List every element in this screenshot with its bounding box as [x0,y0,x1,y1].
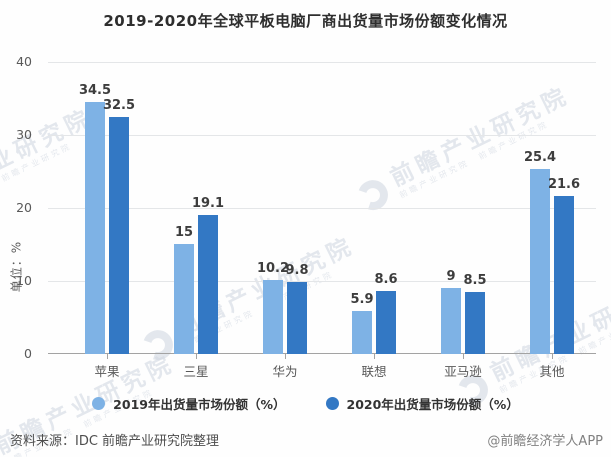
bar-三星-2020 [198,215,218,354]
bar-亚马逊-2020 [465,292,485,354]
legend-item: 2019年出货量市场份额（%） [92,394,286,413]
y-tick-label: 40 [16,54,32,69]
x-tick [196,354,197,359]
value-label: 9 [446,269,456,284]
chart-canvas: 单位：% 0 10 20 30 40 苹果 34.5 32.5 三星 15 19.1 华为 10.2 9… [0,54,611,379]
legend: 2019年出货量市场份额（%） 2020年出货量市场份额（%） [0,394,611,413]
bar-三星-2019 [174,244,194,354]
gridline [48,135,596,136]
x-tick [285,354,286,359]
value-label: 34.5 [78,83,112,98]
gridline [48,62,596,63]
plot-area: 苹果 34.5 32.5 三星 15 19.1 华为 10.2 9.8 联想 5.9 8.6 亚马逊 9 8… [48,62,596,379]
gridline [48,281,596,282]
legend-dot [92,397,106,410]
bar-联想-2020 [376,291,396,354]
bar-华为-2020 [287,282,307,354]
gridline [48,208,596,209]
x-tick [107,354,108,359]
x-category-label: 华为 [272,364,298,379]
bar-亚马逊-2019 [441,288,461,354]
bar-其他-2019 [530,169,550,354]
x-tick [374,354,375,359]
bar-联想-2019 [352,311,372,354]
value-label: 8.5 [463,273,487,288]
legend-label: 2019年出货量市场份额（%） [113,397,286,412]
y-tick-label: 20 [16,200,32,215]
legend-label: 2020年出货量市场份额（%） [346,397,519,412]
y-tick-label: 10 [16,273,32,288]
x-category-label: 联想 [361,364,387,379]
credit-note: @前瞻经济学人APP [487,434,603,449]
value-label: 25.4 [523,150,557,165]
bar-其他-2020 [554,196,574,354]
value-label: 32.5 [102,98,136,113]
x-category-label: 亚马逊 [444,364,482,379]
value-label: 19.1 [191,196,225,211]
y-axis-title: 单位：% [9,240,24,293]
value-label: 21.6 [547,177,581,192]
x-category-label: 三星 [183,364,209,379]
value-label: 15 [174,225,194,240]
x-tick [463,354,464,359]
chart-title: 2019-2020年全球平板电脑厂商出货量市场份额变化情况 [103,12,508,30]
bar-华为-2019 [263,280,283,354]
x-axis-line [48,353,596,354]
bar-苹果-2020 [109,117,129,354]
bar-苹果-2019 [85,102,105,354]
y-tick-label: 30 [16,127,32,142]
value-label: 9.8 [285,263,309,278]
x-tick [552,354,553,359]
legend-dot [325,397,339,410]
value-label: 8.6 [374,272,398,287]
value-label: 5.9 [350,292,374,307]
value-label: 10.2 [256,261,290,276]
source-note: 资料来源：IDC 前瞻产业研究院整理 [10,434,220,449]
x-category-label: 苹果 [94,364,120,379]
y-tick-label: 0 [24,346,32,361]
x-category-label: 其他 [539,364,565,379]
y-axis-labels: 0 10 20 30 40 [0,54,40,361]
legend-item: 2020年出货量市场份额（%） [325,394,519,413]
